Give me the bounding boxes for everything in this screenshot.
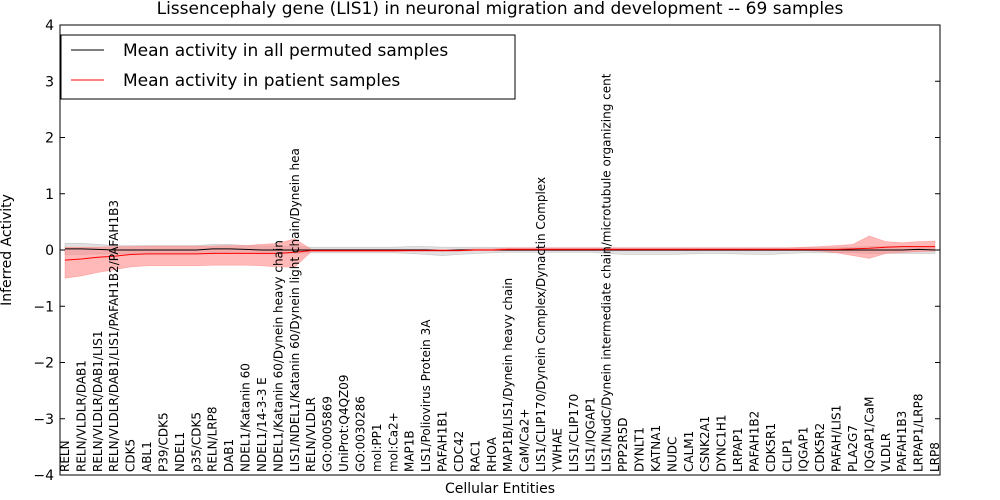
category-label: CDC42 bbox=[452, 431, 466, 472]
y-tick-label: 0 bbox=[45, 243, 54, 259]
category-label: DYNC1H1 bbox=[715, 414, 729, 472]
category-label: LIS1/NDEL1/Katanin 60/Dynein light chain… bbox=[288, 148, 302, 472]
category-label: KATNA1 bbox=[649, 425, 663, 472]
category-label: NUDC bbox=[665, 437, 679, 472]
category-label: LRP8 bbox=[928, 442, 942, 472]
category-label: p35/CDK5 bbox=[189, 412, 203, 472]
legend: Mean activity in all permuted samples Me… bbox=[60, 34, 516, 100]
plot-area bbox=[64, 235, 936, 279]
category-label: PAFAH1B3 bbox=[895, 411, 909, 472]
category-label: LRPAP1 bbox=[731, 427, 745, 472]
series-band-patient bbox=[64, 235, 936, 279]
category-label: GO:0030286 bbox=[353, 396, 367, 472]
category-label: LIS1/NudC/Dynein intermediate chain/micr… bbox=[600, 73, 614, 472]
y-axis: −4 −3 −2 −1 0 1 2 3 4 bbox=[33, 18, 940, 484]
category-label: CDK5R1 bbox=[764, 423, 778, 472]
category-label: P39/CDK5 bbox=[156, 412, 170, 472]
category-label: PAFAH/LIS1 bbox=[830, 405, 844, 472]
plot-frame bbox=[59, 24, 941, 476]
category-label: RELN/VLDLR/DAB1 bbox=[74, 360, 88, 472]
category-label: DYNLT1 bbox=[633, 427, 647, 472]
category-label: VLDLR bbox=[879, 433, 893, 472]
category-label: ABL1 bbox=[140, 441, 154, 472]
category-label: PPP2R5D bbox=[616, 417, 630, 472]
y-tick-label: −3 bbox=[33, 412, 54, 428]
category-label: RELN/VLDLR/DAB1/LIS1/PAFAH1B2/PAFAH1B3 bbox=[107, 200, 121, 472]
chart-title: Lissencephaly gene (LIS1) in neuronal mi… bbox=[157, 0, 844, 19]
category-label: NDEL1/Katanin 60/Dynein heavy chain bbox=[271, 240, 285, 472]
y-tick-label: 3 bbox=[45, 74, 54, 90]
category-label: NDEL1/14-3-3 E bbox=[255, 377, 269, 472]
category-label: RELN/LRP8 bbox=[206, 406, 220, 472]
series-line-patient bbox=[64, 246, 935, 261]
legend-box bbox=[60, 34, 516, 100]
y-tick-label: 4 bbox=[45, 18, 54, 34]
y-axis-label: Inferred Activity bbox=[0, 194, 15, 306]
y-tick-label: −1 bbox=[33, 299, 54, 315]
category-label: RAC1 bbox=[468, 440, 482, 472]
category-label: RELN/VLDLR bbox=[304, 397, 318, 472]
category-label: IQGAP1/CaM bbox=[862, 397, 876, 473]
legend-label-permuted: Mean activity in all permuted samples bbox=[123, 41, 448, 61]
x-axis-categories: RELN RELN/VLDLR/DAB1 RELN/VLDLR/DAB1/LIS1 R… bbox=[58, 73, 942, 473]
category-label: LRPAP1/LRP8 bbox=[912, 393, 926, 472]
category-label: CSNK2A1 bbox=[698, 416, 712, 472]
category-label: GO:0005869 bbox=[321, 396, 335, 472]
y-tick-label: −2 bbox=[33, 356, 54, 372]
category-label: CaM/Ca2+ bbox=[518, 408, 532, 472]
category-label: mol:Ca2+ bbox=[386, 412, 400, 472]
category-label: MAP1B/LIS1/Dynein heavy chain bbox=[501, 278, 515, 472]
x-axis-label: Cellular Entities bbox=[445, 481, 555, 497]
category-label: LIS1/CLIP170 bbox=[567, 394, 581, 472]
category-label: LIS1/CLIP170/Dynein Complex/Dynactin Com… bbox=[534, 177, 548, 472]
y-tick-label: −4 bbox=[33, 468, 54, 484]
legend-label-patient: Mean activity in patient samples bbox=[123, 71, 400, 91]
category-label: RELN bbox=[58, 440, 72, 472]
category-label: mol:PP1 bbox=[370, 423, 384, 472]
category-label: RELN/VLDLR/DAB1/LIS1 bbox=[91, 331, 105, 472]
category-label: PLA2G7 bbox=[846, 425, 860, 472]
category-label: PAFAH1B2 bbox=[747, 411, 761, 472]
category-label: PAFAH1B1 bbox=[436, 411, 450, 472]
category-label: CDK5 bbox=[124, 439, 138, 472]
category-label: IQGAP1 bbox=[797, 427, 811, 472]
category-label: LIS1/Poliovirus Protein 3A bbox=[419, 319, 433, 472]
category-label: UniProt:Q4QZ09 bbox=[337, 374, 351, 472]
category-label: NDEL1 bbox=[173, 432, 187, 472]
y-tick-label: 2 bbox=[45, 131, 54, 147]
category-label: NDEL1/Katanin 60 bbox=[239, 363, 253, 472]
category-label: CALM1 bbox=[682, 431, 696, 472]
category-label: CLIP1 bbox=[780, 439, 794, 472]
category-label: RHOA bbox=[485, 436, 499, 472]
category-label: YWHAE bbox=[550, 428, 564, 473]
category-label: CDK5R2 bbox=[813, 423, 827, 472]
category-label: DAB1 bbox=[222, 439, 236, 472]
category-label: LIS1/IQGAP1 bbox=[583, 397, 597, 472]
category-label: MAP1B bbox=[403, 430, 417, 472]
y-tick-label: 1 bbox=[45, 187, 54, 203]
